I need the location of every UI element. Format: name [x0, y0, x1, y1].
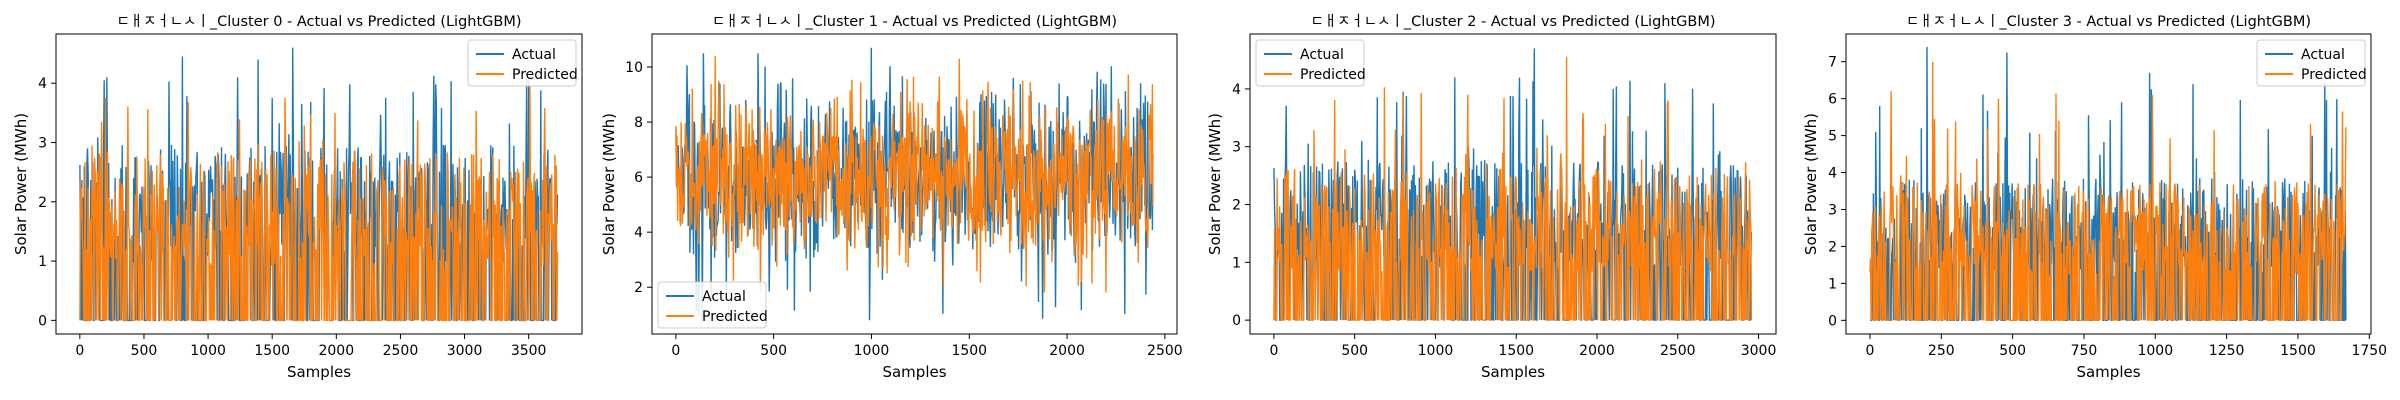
x-tick-label: 0: [1269, 343, 1278, 359]
x-tick-label: 500: [760, 343, 787, 359]
x-tick-label: 2500: [1660, 343, 1696, 359]
x-tick-label: 0: [671, 343, 680, 359]
x-axis-label: Samples: [2076, 363, 2140, 381]
x-axis-label: Samples: [1481, 363, 1545, 381]
x-tick-label: 0: [1866, 343, 1875, 359]
series-line-predicted: [1273, 57, 1753, 321]
y-tick-label: 4: [634, 225, 643, 241]
x-tick-label: 500: [131, 343, 158, 359]
x-tick-label: 3500: [511, 343, 547, 359]
x-axis-label: Samples: [287, 363, 351, 381]
y-tick-label: 3: [38, 135, 47, 151]
axes-frame: [55, 33, 583, 335]
y-tick-label: 0: [38, 313, 47, 329]
legend-label: Predicted: [1300, 67, 1366, 83]
x-tick-label: 1250: [2209, 343, 2245, 359]
x-tick-label: 2500: [383, 343, 419, 359]
legend-label: Actual: [1300, 47, 1344, 63]
legend: Actual Predicted: [657, 281, 768, 329]
x-tick-label: 1500: [254, 343, 290, 359]
x-tick-label: 3000: [1741, 343, 1777, 359]
x-tick-label: 750: [2071, 343, 2098, 359]
chart-3: 0 250 500 750 1000 1250 1500 1750 0 1 2 3 4 5 6 7 ㄷㅐㅈㅓㄴㅅ…: [1802, 13, 2387, 381]
y-tick-label: 1: [38, 254, 47, 270]
chart-1: 0 500 1000 1500 2000 2500 2 4 6 8 10 ㄷㅐㅈㅓㄴㅅㅣ_Cluste…: [600, 13, 1183, 381]
x-tick-label: 2000: [1579, 343, 1615, 359]
y-tick-label: 4: [1232, 82, 1241, 98]
x-tick-label: 1000: [2137, 343, 2173, 359]
chart-title: ㄷㅐㅈㅓㄴㅅㅣ_Cluster 1 - Actual vs Predicted …: [712, 13, 1117, 30]
axes-frame: [1249, 33, 1777, 335]
y-tick-label: 0: [1828, 313, 1837, 329]
x-tick-label: 1000: [854, 343, 890, 359]
x-tick-label: 1500: [1498, 343, 1534, 359]
x-tick-label: 2000: [1049, 343, 1085, 359]
x-tick-label: 250: [1928, 343, 1955, 359]
y-tick-label: 5: [1828, 129, 1837, 145]
series-line-predicted: [1869, 61, 2347, 321]
y-tick-label: 4: [38, 76, 47, 92]
x-tick-label: 2500: [1147, 343, 1183, 359]
y-tick-label: 4: [1828, 166, 1837, 182]
axes-frame: [1845, 33, 2372, 335]
legend-label: Actual: [702, 289, 746, 305]
y-tick-label: 10: [625, 60, 643, 76]
series-line-predicted: [79, 86, 559, 322]
y-tick-label: 2: [634, 280, 643, 296]
y-tick-label: 0: [1232, 313, 1241, 329]
legend-label: Actual: [2301, 47, 2345, 63]
y-axis-label: Solar Power (MWh): [12, 113, 30, 255]
x-tick-label: 2000: [318, 343, 354, 359]
y-tick-label: 1: [1828, 276, 1837, 292]
y-axis-label: Solar Power (MWh): [600, 113, 618, 255]
x-tick-label: 500: [1999, 343, 2026, 359]
y-tick-label: 3: [1232, 140, 1241, 156]
chart-title: ㄷㅐㅈㅓㄴㅅㅣ_Cluster 3 - Actual vs Predicted …: [1906, 13, 2311, 30]
x-tick-label: 1000: [1418, 343, 1454, 359]
axes-frame: [651, 33, 1178, 335]
chart-title: ㄷㅐㅈㅓㄴㅅㅣ_Cluster 0 - Actual vs Predicted …: [116, 13, 521, 30]
y-axis-label: Solar Power (MWh): [1206, 113, 1224, 255]
legend-label: Predicted: [2301, 67, 2367, 83]
x-tick-label: 1500: [2280, 343, 2316, 359]
chart-2: 0 500 1000 1500 2000 2500 3000 0 1 2 3 4 ㄷㅐㅈㅓㄴㅅㅣ_Clu…: [1206, 13, 1777, 381]
y-tick-label: 7: [1828, 55, 1837, 71]
legend-label: Actual: [512, 47, 556, 63]
x-tick-label: 1000: [190, 343, 226, 359]
y-tick-label: 8: [634, 115, 643, 131]
legend: Actual Predicted: [467, 39, 578, 87]
legend-label: Predicted: [702, 309, 768, 325]
x-tick-label: 1500: [951, 343, 987, 359]
y-tick-label: 6: [1828, 92, 1837, 108]
legend: Actual Predicted: [2256, 39, 2367, 87]
legend-label: Predicted: [512, 67, 578, 83]
y-tick-label: 1: [1232, 255, 1241, 271]
y-tick-label: 2: [38, 195, 47, 211]
y-tick-label: 6: [634, 170, 643, 186]
series-line-predicted: [675, 55, 1154, 293]
chart-0: 0 500 1000 1500 2000 2500 3000 3500 0 1 2 3 4 ㄷㅐㅈㅓㄴㅅㅣ…: [12, 13, 583, 381]
x-axis-label: Samples: [882, 363, 946, 381]
y-tick-label: 2: [1828, 239, 1837, 255]
x-tick-label: 3000: [447, 343, 483, 359]
chart-title: ㄷㅐㅈㅓㄴㅅㅣ_Cluster 2 - Actual vs Predicted …: [1310, 13, 1715, 30]
x-tick-label: 1750: [2351, 343, 2387, 359]
legend: Actual Predicted: [1255, 39, 1366, 87]
y-tick-label: 3: [1828, 202, 1837, 218]
x-tick-label: 0: [75, 343, 84, 359]
x-tick-label: 500: [1341, 343, 1368, 359]
y-tick-label: 2: [1232, 198, 1241, 214]
y-axis-label: Solar Power (MWh): [1802, 113, 1820, 255]
